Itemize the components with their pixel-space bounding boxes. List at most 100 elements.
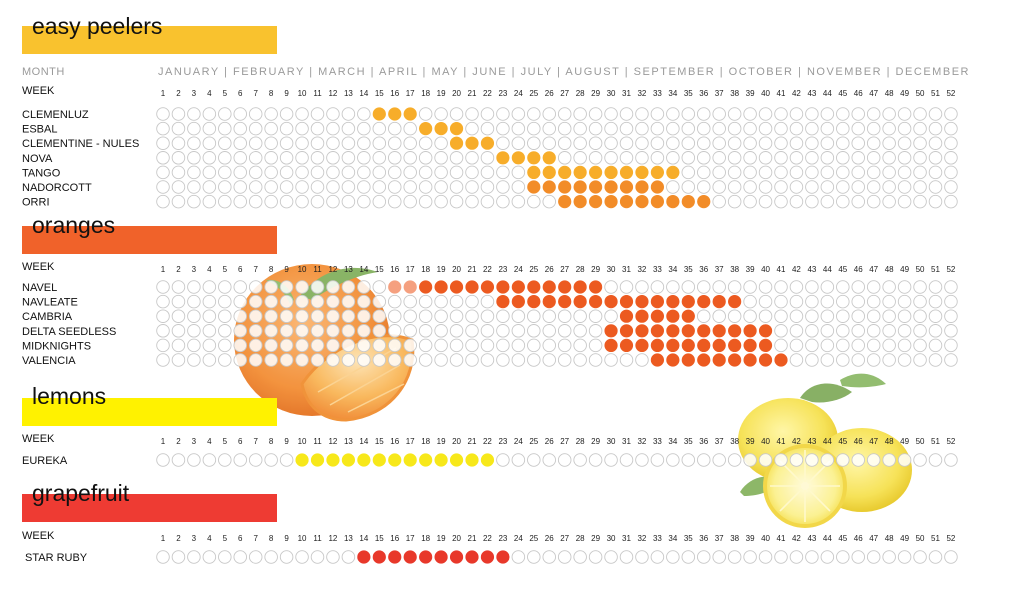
season-dot-empty <box>465 194 479 209</box>
season-dot-empty <box>897 309 912 323</box>
season-dot-empty <box>511 121 526 136</box>
season-dot-empty <box>758 107 773 121</box>
season-dot-active <box>542 151 556 165</box>
season-dot-empty <box>789 353 804 367</box>
week-tick-label: 32 <box>637 534 646 543</box>
week-tick-label: 4 <box>207 437 212 446</box>
season-dot-empty <box>789 165 804 180</box>
season-dot-active <box>511 151 525 165</box>
week-tick-label: 31 <box>622 437 631 446</box>
week-tick-label: 50 <box>916 534 925 543</box>
season-dot-empty <box>279 194 294 209</box>
season-dot-active <box>619 165 634 179</box>
season-dot-empty <box>882 309 896 323</box>
season-dot-empty <box>789 338 804 353</box>
season-dot-empty <box>557 309 572 323</box>
week-tick-label: 21 <box>468 534 477 543</box>
season-dot-empty <box>279 151 294 165</box>
week-tick-label: 20 <box>452 437 461 446</box>
season-dot-empty <box>666 107 680 121</box>
season-dot-empty <box>882 107 896 121</box>
season-dot-empty <box>681 107 696 121</box>
season-dot-empty <box>944 180 958 194</box>
season-dot-empty <box>897 136 912 150</box>
season-dot-empty <box>388 136 402 150</box>
season-dot-empty <box>743 180 757 194</box>
week-tick-label: 48 <box>885 534 894 543</box>
season-dot-active <box>619 338 634 353</box>
season-dot-empty <box>403 309 417 323</box>
season-dot-empty <box>805 294 819 309</box>
season-dot-empty <box>248 294 263 309</box>
season-dot-empty <box>418 338 433 353</box>
season-dot-empty <box>944 151 958 165</box>
season-dot-active <box>558 280 572 294</box>
season-dot-active <box>511 295 525 309</box>
season-dot-empty <box>233 324 247 338</box>
season-dot-empty <box>573 453 587 467</box>
week-tick-label: 43 <box>807 437 816 446</box>
season-dot-empty <box>727 453 742 467</box>
season-dot-empty <box>913 151 927 165</box>
season-dot-empty <box>882 194 896 209</box>
week-tick-label: 45 <box>838 89 847 98</box>
season-dot-empty <box>248 324 263 338</box>
easy-peelers-section-title: easy peelers <box>32 13 162 39</box>
season-dot-empty <box>264 324 278 338</box>
season-dot-empty <box>434 107 448 121</box>
variety-label: CLEMENTINE - NULES <box>22 138 139 150</box>
week-tick-label: 37 <box>715 89 724 98</box>
season-dot-active <box>697 353 711 367</box>
season-dot-empty <box>434 165 448 180</box>
season-dot-empty <box>789 121 804 136</box>
season-dot-empty <box>866 136 881 150</box>
season-dot-empty <box>295 309 309 323</box>
season-dot-empty <box>774 294 788 309</box>
season-dot-empty <box>882 165 896 180</box>
season-dot-empty <box>928 107 943 121</box>
season-dot-empty <box>727 280 742 294</box>
week-tick-label: 13 <box>344 437 353 446</box>
week-tick-label: 8 <box>269 89 274 98</box>
week-tick-label: 14 <box>359 89 368 98</box>
season-dot-empty <box>156 107 170 121</box>
week-tick-label: 28 <box>576 89 585 98</box>
season-dot-empty <box>604 453 618 467</box>
season-dot-empty <box>326 550 340 564</box>
season-dot-empty <box>248 165 263 180</box>
season-dot-empty <box>712 121 726 136</box>
variety-label: NOVA <box>22 153 53 165</box>
week-tick-label: 23 <box>498 265 507 274</box>
week-tick-label: 17 <box>406 89 415 98</box>
season-dot-empty <box>187 107 201 121</box>
week-tick-label: 16 <box>390 89 399 98</box>
season-dot-empty <box>326 121 340 136</box>
season-dot-empty <box>820 180 835 194</box>
season-dot-empty <box>727 136 742 150</box>
season-dot-empty <box>449 107 464 121</box>
season-dot-empty <box>805 338 819 353</box>
season-dot-empty <box>542 121 557 136</box>
week-tick-label: 44 <box>823 89 832 98</box>
season-dot-empty <box>774 338 788 353</box>
week-tick-label: 40 <box>761 265 770 274</box>
season-dot-empty <box>279 324 294 338</box>
season-dot-empty <box>248 136 263 150</box>
season-dot-empty <box>635 280 649 294</box>
season-dot-empty <box>449 180 464 194</box>
season-dot-empty <box>928 309 943 323</box>
week-tick-label: 30 <box>607 437 616 446</box>
week-tick-label: 4 <box>207 265 212 274</box>
week-tick-label: 39 <box>746 437 755 446</box>
season-dot-empty <box>882 121 896 136</box>
week-tick-label: 20 <box>452 265 461 274</box>
season-dot-empty <box>712 136 726 150</box>
season-dot-empty <box>279 121 294 136</box>
season-dot-empty <box>604 309 618 323</box>
season-dot-empty <box>712 194 726 209</box>
season-dot-empty <box>480 324 495 338</box>
week-tick-label: 9 <box>284 437 289 446</box>
week-tick-label: 50 <box>916 89 925 98</box>
season-dot-empty <box>851 165 866 180</box>
season-dot-empty <box>836 338 850 353</box>
